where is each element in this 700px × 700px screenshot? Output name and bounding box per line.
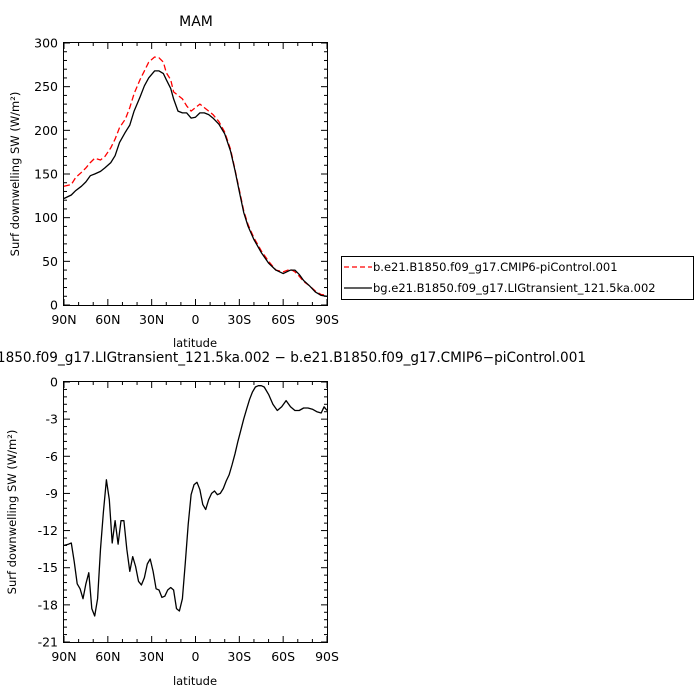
top-y-axis-label: Surf downwelling SW (W/m²)	[8, 92, 22, 257]
bottom-y-tick-label: -12	[38, 523, 58, 538]
top-x-tick-label: 90S	[315, 312, 339, 327]
bottom-x-tick-label: 90N	[51, 649, 76, 664]
bottom-y-tick-label: -9	[46, 486, 59, 501]
legend-label-picontrol: b.e21.B1850.f09_g17.CMIP6-piControl.001	[373, 260, 618, 274]
top-panel: MAM 90N 60N 30N 0 30S 60S 90S 0 50 100 150 200 250 30…	[8, 14, 339, 350]
bottom-y-tick-label: -6	[46, 449, 59, 464]
bottom-series-group	[63, 385, 328, 617]
top-series-line-1	[63, 70, 328, 297]
top-y-tick-label: 50	[42, 254, 58, 269]
bottom-x-axis-label: latitude	[173, 674, 217, 688]
top-y-tick-label: 100	[34, 210, 58, 225]
bottom-x-tick-label: 60N	[95, 649, 120, 664]
bottom-x-tick-label: 90S	[315, 649, 339, 664]
top-x-tick-label: 0	[192, 312, 200, 327]
bottom-y-tick-label: -15	[38, 560, 58, 575]
top-x-tick-label: 60N	[95, 312, 120, 327]
top-y-tick-label: 200	[34, 123, 58, 138]
bottom-x-tick-label: 60S	[271, 649, 295, 664]
top-x-tick-label: 30S	[227, 312, 251, 327]
bottom-y-axis-label: Surf downwelling SW (W/m²)	[5, 430, 19, 595]
bottom-y-tick-label: -21	[38, 635, 58, 650]
top-x-tick-label: 60S	[271, 312, 295, 327]
legend: b.e21.B1850.f09_g17.CMIP6-piControl.001 …	[341, 256, 694, 300]
bottom-series-line-0	[63, 385, 328, 617]
bottom-x-tick-label: 0	[192, 649, 200, 664]
bottom-y-tick-label: -18	[38, 597, 58, 612]
legend-box	[341, 256, 694, 300]
top-y-tick-label: 0	[50, 298, 58, 313]
bottom-panel: bg.e21.B1850.f09_g17.LIGtransient_121.5k…	[0, 350, 586, 688]
bottom-y-tick-label: -3	[46, 412, 58, 427]
top-plot-frame	[63, 42, 328, 306]
bottom-x-tick-label: 30S	[227, 649, 251, 664]
bottom-plot-frame	[63, 381, 328, 643]
legend-label-ligtransient: bg.e21.B1850.f09_g17.LIGtransient_121.5k…	[373, 281, 656, 295]
top-series-group	[63, 56, 328, 297]
top-y-tick-label: 250	[34, 79, 58, 94]
top-y-tick-label: 300	[34, 36, 58, 51]
top-x-tick-label: 30N	[139, 312, 164, 327]
top-chart-title: MAM	[179, 14, 213, 30]
top-x-tick-label: 90N	[51, 312, 76, 327]
top-axes: 90N 60N 30N 0 30S 60S 90S 0 50 100 150 200 250 300	[34, 36, 339, 328]
bottom-x-tick-label: 30N	[139, 649, 164, 664]
top-y-tick-label: 150	[34, 167, 58, 182]
top-series-line-0	[63, 56, 328, 297]
top-x-axis-label: latitude	[173, 336, 217, 350]
bottom-chart-title: bg.e21.B1850.f09_g17.LIGtransient_121.5k…	[0, 350, 586, 366]
bottom-y-tick-label: 0	[50, 375, 58, 390]
